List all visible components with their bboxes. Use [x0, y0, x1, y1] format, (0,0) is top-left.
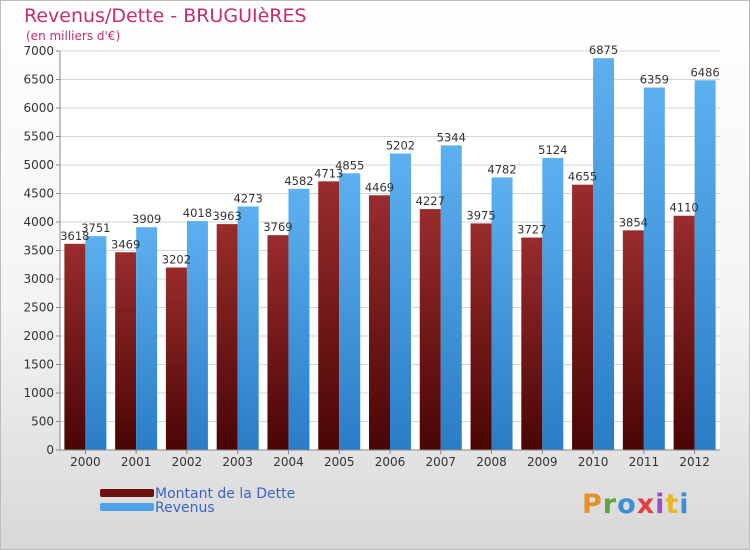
bar-debt	[64, 243, 86, 450]
x-tick-label: 2009	[527, 455, 558, 469]
data-label-debt: 3469	[111, 237, 140, 251]
bar-revenue	[694, 80, 716, 450]
data-label-debt: 4110	[669, 201, 698, 215]
y-tick-label: 2000	[23, 329, 54, 343]
y-tick-label: 5000	[23, 158, 54, 172]
logo-letter: t	[665, 489, 680, 520]
legend-swatch-revenue	[100, 503, 154, 511]
data-label-debt: 3854	[619, 215, 648, 229]
bar-revenue	[136, 227, 158, 450]
logo-letter: r	[602, 489, 618, 520]
data-label-revenue: 6875	[589, 43, 618, 57]
bar-debt	[369, 195, 390, 450]
data-label-debt: 3202	[162, 252, 191, 266]
logo-letter: o	[617, 489, 637, 520]
bars	[64, 58, 716, 451]
data-label-revenue: 4782	[487, 162, 516, 176]
y-tick-label: 3500	[23, 244, 54, 258]
bar-debt	[115, 252, 137, 450]
legend-label-debt: Montant de la Dette	[155, 486, 296, 502]
bar-debt	[419, 209, 441, 450]
bar-debt	[673, 215, 695, 450]
bar-debt	[521, 237, 543, 450]
chart-title: Revenus/Dette - BRUGUIèRES	[24, 5, 307, 27]
bar-debt	[470, 223, 492, 450]
y-tick-label: 7000	[23, 44, 54, 58]
bar-revenue	[440, 145, 462, 450]
bar-debt	[216, 224, 238, 450]
proxiti-logo: Proxiti	[582, 489, 690, 520]
data-label-revenue: 4018	[183, 206, 212, 220]
y-tick-label: 1000	[23, 386, 54, 400]
data-label-revenue: 6359	[640, 73, 669, 87]
data-label-debt: 4713	[314, 166, 343, 180]
bar-debt	[165, 267, 187, 450]
x-tick-label: 2006	[375, 455, 406, 469]
bar-debt	[318, 181, 340, 450]
data-label-revenue: 5344	[437, 130, 466, 144]
logo-letter: i	[679, 489, 690, 520]
y-tick-label: 5500	[23, 130, 54, 144]
data-label-revenue: 4855	[335, 158, 364, 172]
x-tick-label: 2003	[222, 455, 253, 469]
x-tick-label: 2002	[172, 455, 203, 469]
logo-letter: i	[655, 489, 666, 520]
bar-debt	[572, 184, 594, 451]
bar-revenue	[288, 188, 310, 451]
bar-revenue	[643, 87, 665, 451]
bar-debt	[267, 235, 289, 450]
data-label-revenue: 4582	[284, 174, 313, 188]
y-tick-label: 6000	[23, 101, 54, 115]
y-tick-label: 4500	[23, 187, 54, 201]
x-tick-label: 2005	[324, 455, 355, 469]
data-label-revenue: 5202	[386, 138, 415, 152]
data-label-revenue: 3751	[81, 221, 110, 235]
bar-revenue	[339, 173, 361, 450]
y-tick-label: 2500	[23, 301, 54, 315]
bar-debt	[622, 230, 644, 450]
x-axis-ticks: 2000 2001 2002 2003 2004 2005 2006 2007 2008 2009…	[70, 450, 710, 469]
x-tick-label: 2007	[425, 455, 456, 469]
y-tick-label: 3000	[23, 272, 54, 286]
logo-letter: P	[582, 489, 603, 520]
data-label-debt: 4655	[568, 170, 597, 184]
chart-subtitle: (en milliers d'€)	[26, 29, 121, 43]
data-label-revenue: 4273	[234, 191, 263, 205]
y-tick-label: 500	[31, 415, 54, 429]
logo-letter: x	[636, 489, 656, 520]
data-label-revenue: 3909	[132, 212, 161, 226]
x-tick-label: 2008	[476, 455, 507, 469]
data-label-debt: 3618	[60, 229, 89, 243]
x-tick-label: 2010	[578, 455, 609, 469]
y-tick-label: 6500	[23, 73, 54, 87]
legend-label-revenue: Revenus	[155, 500, 215, 516]
x-tick-label: 2011	[629, 455, 660, 469]
bar-revenue	[85, 236, 107, 450]
y-tick-label: 1500	[23, 358, 54, 372]
bar-revenue	[593, 58, 615, 450]
data-label-debt: 4227	[416, 194, 445, 208]
bar-revenue	[186, 220, 208, 450]
x-tick-label: 2012	[679, 455, 710, 469]
x-tick-label: 2001	[121, 455, 152, 469]
bar-revenue	[390, 153, 411, 450]
y-axis-ticks: 0 500 1000 1500 2000 2500 3000 3500 4000 4500 5000…	[23, 44, 60, 457]
x-tick-label: 2004	[273, 455, 304, 469]
data-label-debt: 3963	[213, 209, 242, 223]
data-label-debt: 3727	[517, 223, 546, 237]
data-label-revenue: 5124	[538, 143, 567, 157]
bar-revenue	[237, 206, 259, 450]
bar-revenue	[542, 157, 564, 450]
data-label-debt: 3769	[263, 220, 292, 234]
data-label-debt: 3975	[466, 208, 495, 222]
legend-swatch-debt	[100, 489, 154, 497]
bar-revenue	[491, 177, 513, 450]
data-label-revenue: 6486	[690, 65, 719, 79]
y-tick-label: 4000	[23, 215, 54, 229]
x-tick-label: 2000	[70, 455, 101, 469]
data-label-debt: 4469	[365, 180, 394, 194]
y-tick-label: 0	[46, 443, 54, 457]
